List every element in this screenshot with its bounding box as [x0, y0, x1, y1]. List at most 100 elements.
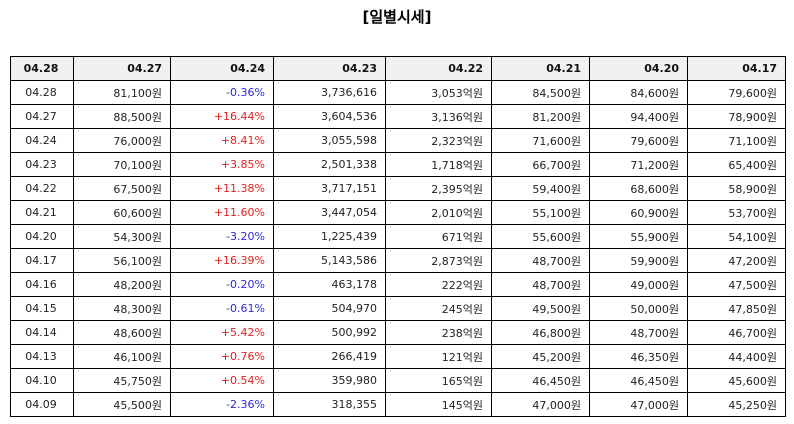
- open-price-cell: 81,200원: [491, 104, 590, 129]
- trade-amount-cell: 121억원: [385, 344, 492, 369]
- date-cell: 04.16: [10, 272, 74, 297]
- volume-cell: 3,055,598: [273, 128, 386, 153]
- high-price-cell: 50,000원: [589, 296, 688, 321]
- change-rate-cell: +11.60%: [170, 200, 274, 225]
- close-price-cell: 48,200원: [73, 272, 171, 297]
- trade-amount-cell: 245억원: [385, 296, 492, 321]
- header-cell: 04.22: [385, 56, 492, 81]
- trade-amount-cell: 1,718억원: [385, 152, 492, 177]
- table-row: 04.10 45,750원 +0.54% 359,980 165억원 46,450원 46,…: [10, 368, 786, 393]
- table-row: 04.27 88,500원 +16.44% 3,604,536 3,136억원 81,20…: [10, 104, 786, 129]
- high-price-cell: 47,000원: [589, 392, 688, 417]
- change-rate-cell: +0.54%: [170, 368, 274, 393]
- open-price-cell: 48,700원: [491, 272, 590, 297]
- open-price-cell: 47,000원: [491, 392, 590, 417]
- header-cell: 04.27: [73, 56, 171, 81]
- low-price-cell: 47,500원: [687, 272, 786, 297]
- table-row: 04.16 48,200원 -0.20% 463,178 222억원 48,700원 49,…: [10, 272, 786, 297]
- header-row: 04.28 04.27 04.24 04.23 04.22 04.21 04.2…: [10, 56, 786, 81]
- open-price-cell: 84,500원: [491, 80, 590, 105]
- open-price-cell: 66,700원: [491, 152, 590, 177]
- date-cell: 04.14: [10, 320, 74, 345]
- high-price-cell: 55,900원: [589, 224, 688, 249]
- change-rate-cell: +16.39%: [170, 248, 274, 273]
- table-row: 04.09 45,500원 -2.36% 318,355 145억원 47,000원 47,…: [10, 392, 786, 417]
- high-price-cell: 48,700원: [589, 320, 688, 345]
- change-rate-cell: -0.20%: [170, 272, 274, 297]
- low-price-cell: 53,700원: [687, 200, 786, 225]
- table-row: 04.15 48,300원 -0.61% 504,970 245억원 49,500원 50,…: [10, 296, 786, 321]
- open-price-cell: 45,200원: [491, 344, 590, 369]
- date-cell: 04.10: [10, 368, 74, 393]
- low-price-cell: 44,400원: [687, 344, 786, 369]
- table-row: 04.23 70,100원 +3.85% 2,501,338 1,718억원 66,700…: [10, 152, 786, 177]
- high-price-cell: 84,600원: [589, 80, 688, 105]
- volume-cell: 318,355: [273, 392, 386, 417]
- trade-amount-cell: 3,136억원: [385, 104, 492, 129]
- close-price-cell: 70,100원: [73, 152, 171, 177]
- high-price-cell: 60,900원: [589, 200, 688, 225]
- date-cell: 04.17: [10, 248, 74, 273]
- date-cell: 04.23: [10, 152, 74, 177]
- high-price-cell: 71,200원: [589, 152, 688, 177]
- trade-amount-cell: 165억원: [385, 368, 492, 393]
- close-price-cell: 45,500원: [73, 392, 171, 417]
- trade-amount-cell: 2,395억원: [385, 176, 492, 201]
- change-rate-cell: -2.36%: [170, 392, 274, 417]
- volume-cell: 266,419: [273, 344, 386, 369]
- close-price-cell: 81,100원: [73, 80, 171, 105]
- low-price-cell: 65,400원: [687, 152, 786, 177]
- open-price-cell: 55,100원: [491, 200, 590, 225]
- change-rate-cell: -3.20%: [170, 224, 274, 249]
- table-row: 04.17 56,100원 +16.39% 5,143,586 2,873억원 48,70…: [10, 248, 786, 273]
- table-row: 04.24 76,000원 +8.41% 3,055,598 2,323억원 71,600…: [10, 128, 786, 153]
- change-rate-cell: +3.85%: [170, 152, 274, 177]
- volume-cell: 1,225,439: [273, 224, 386, 249]
- date-cell: 04.28: [10, 80, 74, 105]
- table-row: 04.20 54,300원 -3.20% 1,225,439 671억원 55,600원 5…: [10, 224, 786, 249]
- close-price-cell: 56,100원: [73, 248, 171, 273]
- change-rate-cell: +8.41%: [170, 128, 274, 153]
- open-price-cell: 55,600원: [491, 224, 590, 249]
- volume-cell: 5,143,586: [273, 248, 386, 273]
- open-price-cell: 48,700원: [491, 248, 590, 273]
- volume-cell: 500,992: [273, 320, 386, 345]
- volume-cell: 2,501,338: [273, 152, 386, 177]
- date-cell: 04.20: [10, 224, 74, 249]
- volume-cell: 359,980: [273, 368, 386, 393]
- trade-amount-cell: 2,323억원: [385, 128, 492, 153]
- close-price-cell: 46,100원: [73, 344, 171, 369]
- table-row: 04.28 81,100원 -0.36% 3,736,616 3,053억원 84,500…: [10, 80, 786, 105]
- date-cell: 04.27: [10, 104, 74, 129]
- low-price-cell: 71,100원: [687, 128, 786, 153]
- page-title: [일별시세]: [362, 8, 432, 26]
- header-cell: 04.23: [273, 56, 386, 81]
- date-cell: 04.09: [10, 392, 74, 417]
- date-cell: 04.13: [10, 344, 74, 369]
- open-price-cell: 59,400원: [491, 176, 590, 201]
- header-cell: 04.20: [589, 56, 688, 81]
- low-price-cell: 54,100원: [687, 224, 786, 249]
- close-price-cell: 88,500원: [73, 104, 171, 129]
- open-price-cell: 46,450원: [491, 368, 590, 393]
- change-rate-cell: +11.38%: [170, 176, 274, 201]
- trade-amount-cell: 145억원: [385, 392, 492, 417]
- close-price-cell: 48,300원: [73, 296, 171, 321]
- change-rate-cell: -0.36%: [170, 80, 274, 105]
- date-cell: 04.24: [10, 128, 74, 153]
- volume-cell: 3,604,536: [273, 104, 386, 129]
- header-cell: 04.17: [687, 56, 786, 81]
- volume-cell: 504,970: [273, 296, 386, 321]
- date-cell: 04.21: [10, 200, 74, 225]
- close-price-cell: 60,600원: [73, 200, 171, 225]
- volume-cell: 463,178: [273, 272, 386, 297]
- close-price-cell: 45,750원: [73, 368, 171, 393]
- volume-cell: 3,447,054: [273, 200, 386, 225]
- high-price-cell: 94,400원: [589, 104, 688, 129]
- header-cell: 04.21: [491, 56, 590, 81]
- low-price-cell: 45,600원: [687, 368, 786, 393]
- low-price-cell: 78,900원: [687, 104, 786, 129]
- high-price-cell: 59,900원: [589, 248, 688, 273]
- high-price-cell: 79,600원: [589, 128, 688, 153]
- low-price-cell: 58,900원: [687, 176, 786, 201]
